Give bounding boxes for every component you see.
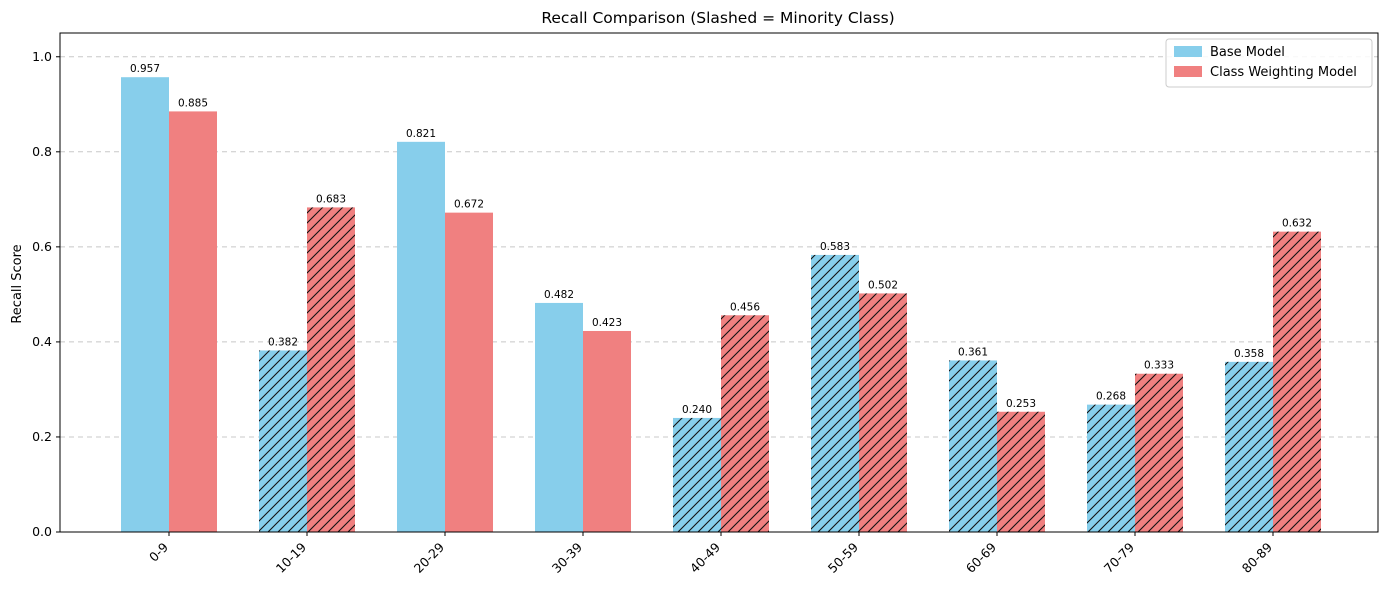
- bar-hatch: [259, 350, 307, 532]
- bar-hatch: [1273, 231, 1321, 532]
- bar-hatch: [1225, 361, 1273, 532]
- bar-hatch: [1135, 373, 1183, 532]
- data-label: 0.885: [178, 97, 208, 109]
- data-label: 0.456: [730, 301, 760, 313]
- x-tick-label: 80-89: [1239, 539, 1275, 575]
- x-tick-label: 0-9: [146, 539, 171, 564]
- x-tick-label: 70-79: [1101, 539, 1137, 575]
- data-label: 0.482: [544, 289, 574, 301]
- legend: Base Model Class Weighting Model: [1165, 38, 1373, 88]
- data-label: 0.502: [868, 279, 898, 291]
- legend-swatch: [1174, 66, 1202, 77]
- bar-hatch: [673, 417, 721, 532]
- bar-layer: [121, 77, 1321, 533]
- legend-label: Class Weighting Model: [1210, 65, 1357, 80]
- data-label: 0.361: [958, 346, 988, 358]
- data-label: 0.333: [1144, 360, 1174, 372]
- bar: [169, 111, 217, 533]
- x-tick-label: 10-19: [273, 539, 309, 575]
- bar: [583, 330, 631, 532]
- x-tick-label: 30-39: [549, 539, 585, 575]
- data-label: 0.358: [1234, 348, 1264, 360]
- bar: [397, 141, 445, 532]
- legend-box: [1165, 38, 1373, 88]
- data-label: 0.253: [1006, 398, 1036, 410]
- bar-hatch: [307, 207, 355, 532]
- bar-hatch: [949, 360, 997, 532]
- data-label: 0.382: [268, 336, 298, 348]
- legend-label: Base Model: [1210, 45, 1285, 60]
- data-label: 0.268: [1096, 391, 1126, 403]
- chart-title: Recall Comparison (Slashed = Minority Cl…: [541, 9, 894, 27]
- data-label: 0.683: [316, 193, 346, 205]
- bar-hatch: [859, 293, 907, 532]
- data-label: 0.632: [1282, 218, 1312, 230]
- bar-hatch: [811, 254, 859, 532]
- y-tick-label: 0.8: [32, 144, 52, 159]
- x-tick-label: 20-29: [411, 539, 447, 575]
- y-tick-label: 0.2: [32, 429, 52, 444]
- data-label: 0.240: [682, 404, 712, 416]
- y-tick-label: 0.6: [32, 239, 52, 254]
- data-label: 0.821: [406, 128, 436, 140]
- legend-swatch: [1174, 46, 1202, 57]
- x-tick-label: 40-49: [687, 539, 723, 575]
- y-tick-label: 0.4: [32, 334, 52, 349]
- data-label: 0.957: [130, 63, 160, 75]
- bar: [445, 212, 493, 532]
- y-tick-label: 0.0: [32, 524, 52, 539]
- bar: [535, 302, 583, 532]
- plot-frame: [59, 32, 1379, 533]
- x-tick-label: 50-59: [825, 539, 861, 575]
- data-label: 0.672: [454, 199, 484, 211]
- data-label: 0.423: [592, 317, 622, 329]
- bar-hatch: [997, 411, 1045, 532]
- bar-hatch: [1087, 404, 1135, 532]
- data-label-layer: 0.957 0.885 0.382 0.683 0.821 0.672 0.482 0.423…: [130, 63, 1312, 416]
- bar-hatch: [721, 315, 769, 532]
- y-axis-label: Recall Score: [10, 244, 25, 323]
- x-tick-label: 60-69: [963, 539, 999, 575]
- data-label: 0.583: [820, 241, 850, 253]
- bar: [121, 77, 169, 532]
- y-tick-label: 1.0: [32, 49, 52, 64]
